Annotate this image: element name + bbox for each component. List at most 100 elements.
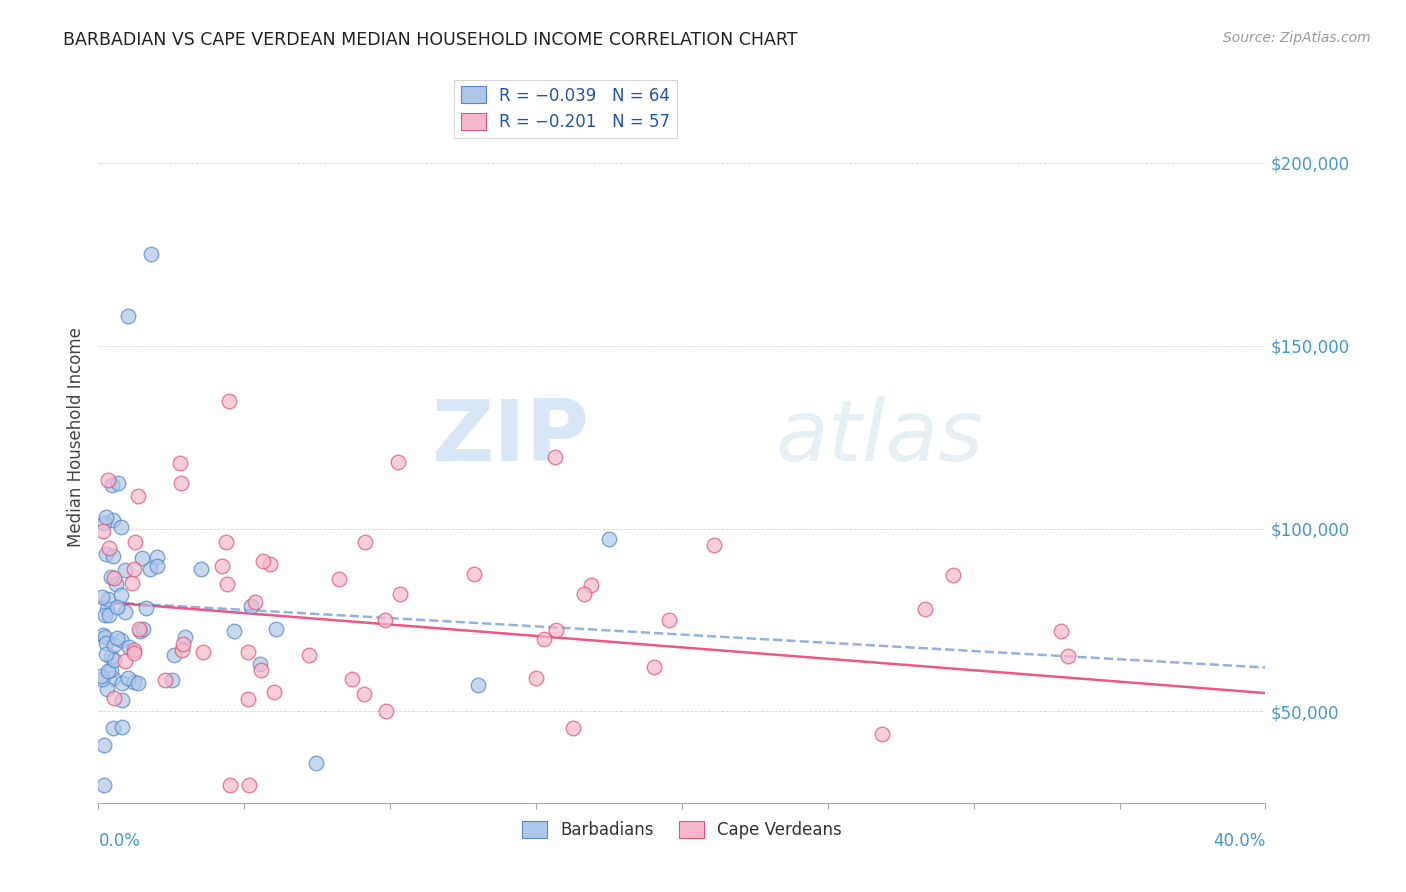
Point xyxy=(389,587,412,601)
Point xyxy=(374,613,396,627)
Point xyxy=(110,633,132,648)
Point xyxy=(131,550,153,565)
Point xyxy=(117,310,139,324)
Point xyxy=(91,590,114,604)
Point xyxy=(93,516,115,530)
Point xyxy=(240,599,263,613)
Point xyxy=(135,601,157,615)
Point xyxy=(122,642,145,657)
Point xyxy=(103,690,125,705)
Point xyxy=(100,570,122,584)
Point xyxy=(93,631,115,645)
Point xyxy=(524,671,547,685)
Point xyxy=(105,577,128,591)
Point xyxy=(328,572,350,586)
Point xyxy=(353,687,375,701)
Point xyxy=(218,393,240,408)
Point xyxy=(544,624,567,638)
Text: BARBADIAN VS CAPE VERDEAN MEDIAN HOUSEHOLD INCOME CORRELATION CHART: BARBADIAN VS CAPE VERDEAN MEDIAN HOUSEHO… xyxy=(63,31,797,49)
Point xyxy=(263,685,285,699)
Point xyxy=(703,538,725,552)
Point xyxy=(96,601,118,615)
Point xyxy=(94,636,117,650)
Point xyxy=(374,704,396,718)
Point xyxy=(103,638,125,652)
Point xyxy=(914,602,936,616)
Text: Source: ZipAtlas.com: Source: ZipAtlas.com xyxy=(1223,31,1371,45)
Point xyxy=(1056,649,1078,664)
Point xyxy=(118,640,141,655)
Point xyxy=(101,513,124,527)
Point xyxy=(122,562,145,576)
Point xyxy=(222,624,245,638)
Point xyxy=(103,571,125,585)
Point xyxy=(598,532,620,546)
Point xyxy=(298,648,321,662)
Point xyxy=(211,559,233,574)
Point xyxy=(215,535,238,549)
Point xyxy=(101,672,124,686)
Point xyxy=(169,456,191,470)
Point xyxy=(172,637,194,651)
Point xyxy=(98,541,121,555)
Point xyxy=(236,645,259,659)
Point xyxy=(467,677,489,691)
Point xyxy=(93,778,115,792)
Point xyxy=(110,588,132,602)
Point xyxy=(105,600,128,615)
Text: atlas: atlas xyxy=(775,395,983,479)
Text: 40.0%: 40.0% xyxy=(1213,832,1265,850)
Point xyxy=(218,778,240,792)
Point xyxy=(562,721,585,735)
Point xyxy=(91,524,114,538)
Point xyxy=(579,578,602,592)
Point xyxy=(90,669,112,683)
Point xyxy=(249,657,271,672)
Point xyxy=(114,605,136,619)
Point xyxy=(110,520,132,534)
Point xyxy=(127,676,149,690)
Point xyxy=(94,509,117,524)
Point xyxy=(117,671,139,685)
Point xyxy=(643,659,665,673)
Point xyxy=(1050,624,1073,638)
Point xyxy=(122,647,145,661)
Point xyxy=(100,649,122,664)
Point xyxy=(100,663,122,677)
Point xyxy=(172,642,194,657)
Text: 0.0%: 0.0% xyxy=(98,832,141,850)
Point xyxy=(97,664,120,678)
Point xyxy=(97,608,120,623)
Point xyxy=(170,475,193,490)
Point xyxy=(110,675,132,690)
Point xyxy=(533,632,555,646)
Point xyxy=(100,478,122,492)
Point xyxy=(174,630,197,644)
Point xyxy=(238,778,260,792)
Point xyxy=(190,562,212,576)
Point xyxy=(259,558,281,572)
Point xyxy=(544,450,567,465)
Point xyxy=(94,547,117,561)
Point xyxy=(93,739,115,753)
Point xyxy=(658,613,681,627)
Point xyxy=(160,673,183,687)
Point xyxy=(111,693,134,707)
Y-axis label: Median Household Income: Median Household Income xyxy=(66,327,84,547)
Point xyxy=(252,554,274,568)
Point xyxy=(139,247,162,261)
Point xyxy=(101,722,124,736)
Point xyxy=(114,563,136,577)
Point xyxy=(97,473,120,487)
Point xyxy=(215,577,238,591)
Point xyxy=(124,535,146,549)
Point xyxy=(129,624,152,638)
Point xyxy=(128,623,150,637)
Point xyxy=(139,562,162,576)
Point xyxy=(243,595,266,609)
Point xyxy=(132,622,155,636)
Point xyxy=(97,591,120,606)
Point xyxy=(93,608,115,623)
Point xyxy=(340,672,363,686)
Point xyxy=(111,720,134,734)
